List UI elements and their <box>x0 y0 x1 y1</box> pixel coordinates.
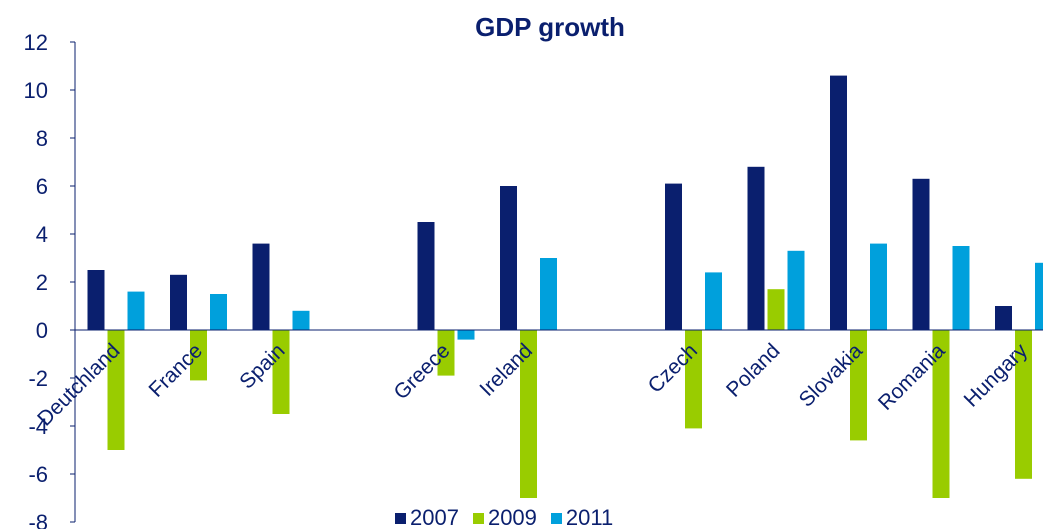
y-tick-label: 10 <box>24 78 48 103</box>
bar-2011-romania <box>953 246 970 330</box>
bars-layer <box>88 76 1043 498</box>
legend-item-2011: 2011 <box>551 505 613 531</box>
y-tick-label: -2 <box>28 366 48 391</box>
bar-2007-slovakia <box>830 76 847 330</box>
bar-2007-greece <box>418 222 435 330</box>
bar-2011-ireland <box>540 258 557 330</box>
legend-label-2011: 2011 <box>566 505 613 531</box>
bar-2011-hungary <box>1035 263 1043 330</box>
legend-swatch-2009 <box>473 513 484 524</box>
x-tick-label-poland: Poland <box>722 339 785 402</box>
bar-2007-deutchland <box>88 270 105 330</box>
y-tick-label: 12 <box>24 30 48 55</box>
bar-2011-deutchland <box>128 292 145 330</box>
bar-2007-poland <box>748 167 765 330</box>
bar-2011-slovakia <box>870 244 887 330</box>
legend-label-2009: 2009 <box>488 505 537 531</box>
bar-2007-czech <box>665 184 682 330</box>
y-tick-label: 6 <box>36 174 48 199</box>
legend-swatch-2011 <box>551 513 562 524</box>
bar-2009-poland <box>768 289 785 330</box>
bar-2007-hungary <box>995 306 1012 330</box>
legend-item-2007: 2007 <box>395 505 459 531</box>
legend-label-2007: 2007 <box>410 505 459 531</box>
bar-2011-greece <box>458 330 475 340</box>
y-tick-label: 2 <box>36 270 48 295</box>
y-tick-label: -8 <box>28 510 48 529</box>
bar-2011-spain <box>293 311 310 330</box>
bar-2007-spain <box>253 244 270 330</box>
y-tick-label: 4 <box>36 222 48 247</box>
legend-item-2009: 2009 <box>473 505 537 531</box>
y-tick-label: -6 <box>28 462 48 487</box>
bar-2007-france <box>170 275 187 330</box>
bar-2007-romania <box>913 179 930 330</box>
bar-2011-poland <box>788 251 805 330</box>
legend: 2007 2009 2011 <box>395 505 613 531</box>
bar-2007-ireland <box>500 186 517 330</box>
y-tick-label: 8 <box>36 126 48 151</box>
bar-2011-france <box>210 294 227 330</box>
legend-swatch-2007 <box>395 513 406 524</box>
bar-2011-czech <box>705 272 722 330</box>
y-tick-label: 0 <box>36 318 48 343</box>
